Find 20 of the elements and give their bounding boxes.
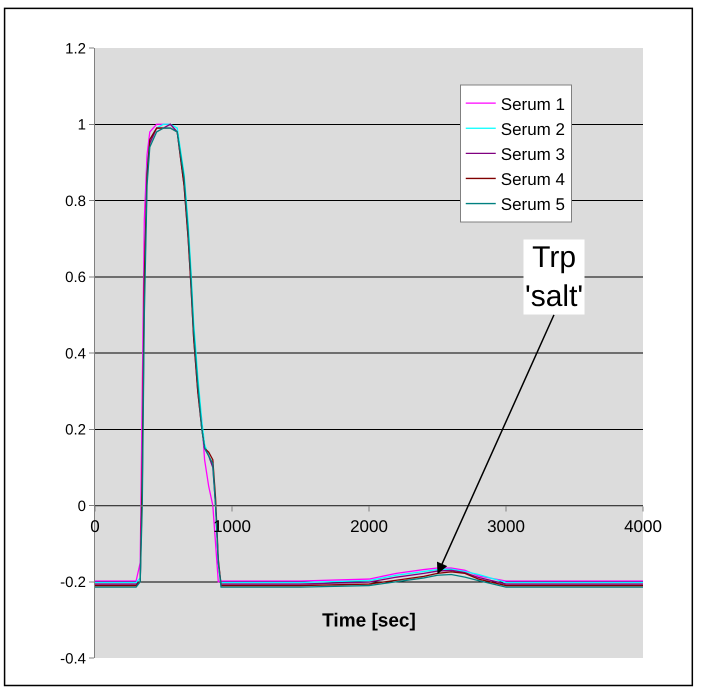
- y-tick-label: 0: [78, 498, 86, 515]
- legend-label: Serum 2: [500, 120, 566, 139]
- y-tick-label: 0.6: [65, 269, 86, 286]
- x-tick-label: 2000: [350, 516, 388, 536]
- x-tick-label: 4000: [624, 516, 662, 536]
- x-axis-title: Time [sec]: [322, 610, 416, 632]
- y-tick-label: 1.2: [65, 40, 86, 58]
- legend-label: Serum 3: [500, 144, 566, 164]
- legend-label: Serum 1: [500, 94, 566, 114]
- y-tick-label: -0.2: [60, 574, 86, 591]
- y-tick-label: 0.8: [65, 192, 86, 210]
- y-tick-label: 1: [78, 116, 86, 134]
- y-tick-label: 0.4: [65, 345, 86, 362]
- y-tick-label: -0.4: [60, 650, 86, 668]
- legend-label: Serum 4: [500, 170, 566, 190]
- annotation: Trp 'salt': [525, 241, 584, 313]
- x-tick-label: 3000: [487, 516, 525, 536]
- y-tick-label: 0.2: [65, 422, 86, 438]
- legend-label: Serum 5: [500, 195, 566, 214]
- x-tick-label: 0: [90, 516, 100, 536]
